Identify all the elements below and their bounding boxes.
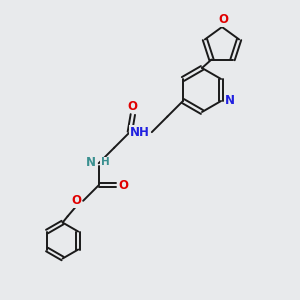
Text: N: N (225, 94, 235, 107)
Text: H: H (101, 157, 110, 167)
Text: N: N (86, 156, 96, 169)
Text: NH: NH (130, 126, 150, 139)
Text: O: O (218, 13, 228, 26)
Text: O: O (71, 194, 81, 207)
Text: O: O (118, 179, 128, 192)
Text: O: O (128, 100, 138, 112)
